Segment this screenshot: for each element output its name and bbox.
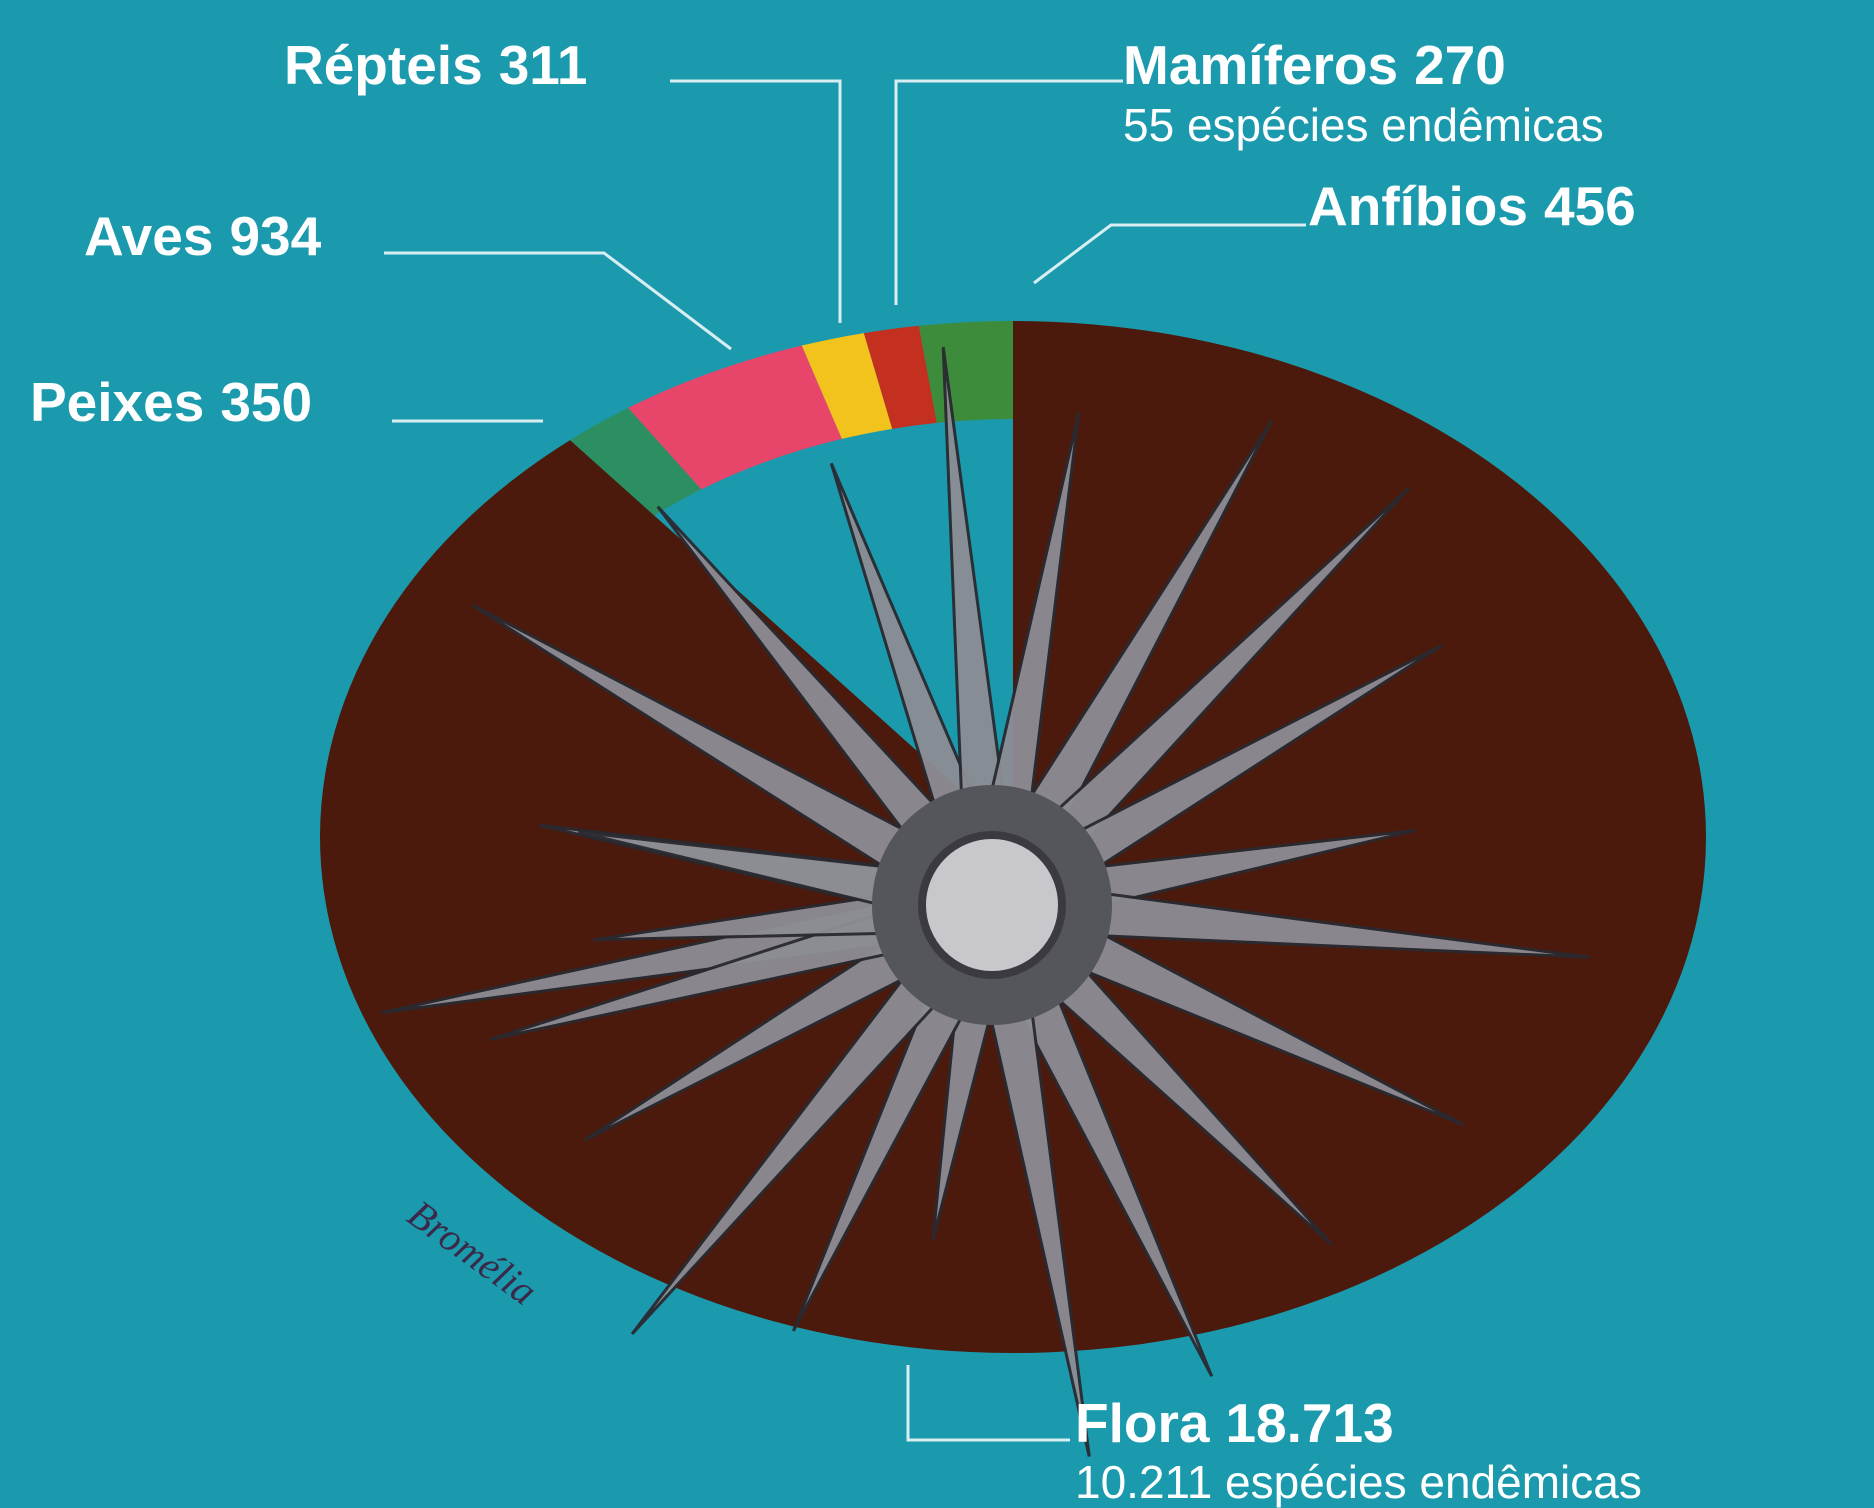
leader-line (894, 79, 1123, 305)
pie-slice (628, 345, 842, 490)
leader-line (670, 79, 842, 323)
pie-slice (570, 407, 702, 516)
category-name: Anfíbios (1308, 175, 1528, 237)
slice-label: Flora 18.713 (1075, 1392, 1394, 1454)
category-name: Répteis (284, 34, 483, 96)
endemic-note: 55 espécies endêmicas (1123, 99, 1604, 151)
value-label: 311 (499, 34, 588, 96)
value-label: 270 (1414, 34, 1506, 96)
value-label: 456 (1544, 175, 1636, 237)
pie-slice (918, 321, 1013, 423)
leader-line (906, 1365, 1070, 1442)
category-name: Aves (84, 205, 213, 267)
endemic-note: 10.211 espécies endêmicas (1075, 1456, 1642, 1508)
slice-label: Répteis 311 (284, 34, 587, 96)
bromeliad-photo (381, 346, 1590, 1457)
category-name: Flora (1075, 1392, 1210, 1454)
slice-label: Peixes 350 (30, 371, 312, 433)
slice-label: Aves 934 (84, 205, 322, 267)
pie-slice (801, 333, 893, 439)
value-label: 18.713 (1225, 1392, 1393, 1454)
value-label: 350 (220, 371, 312, 433)
pie-slice (863, 325, 937, 429)
slice-label: Anfíbios 456 (1308, 175, 1636, 237)
leader-line (1033, 223, 1306, 285)
category-name: Peixes (30, 371, 204, 433)
rosette-center (918, 831, 1066, 979)
category-name: Mamíferos (1123, 34, 1398, 96)
leader-line (384, 251, 732, 351)
value-label: 934 (229, 205, 321, 267)
slice-label: Mamíferos 270 (1123, 34, 1506, 96)
